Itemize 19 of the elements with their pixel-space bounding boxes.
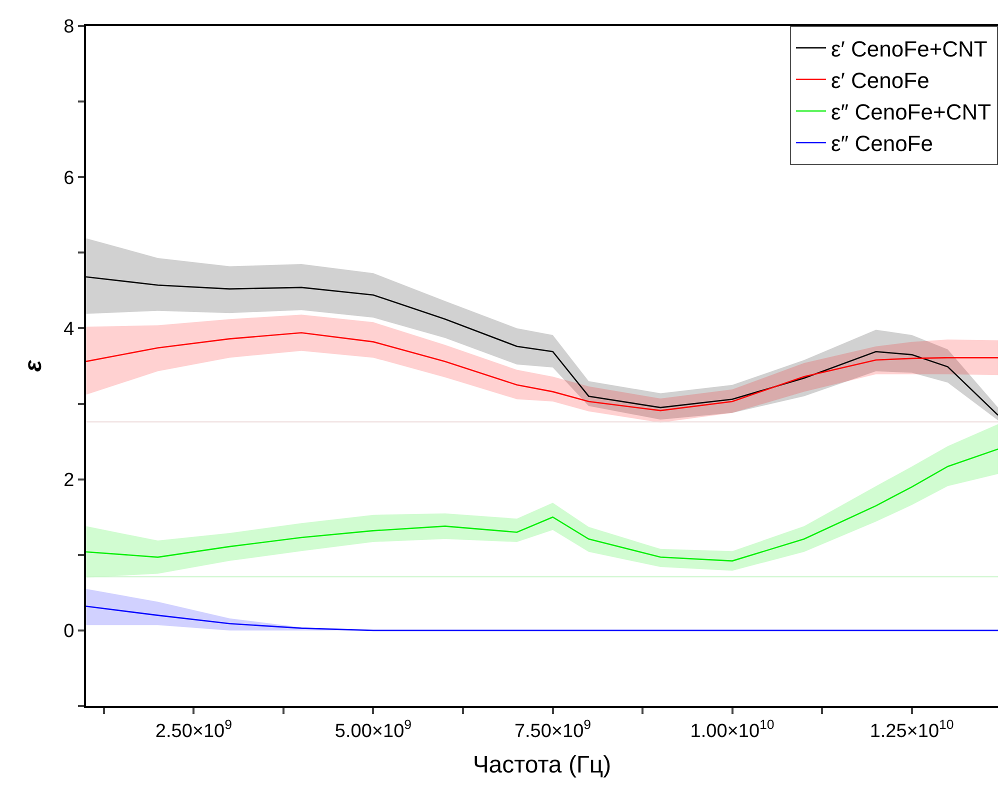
line-series — [86, 606, 998, 632]
y-tick-label: 0 — [64, 621, 74, 642]
x-axis-title: Частота (Гц) — [472, 752, 612, 779]
x-tick-label: 1.25×10$^{10}$ — [870, 716, 954, 742]
line-series — [86, 332, 998, 412]
legend-label: ε′ CenoFe — [831, 68, 930, 93]
x-tick-label: 1.00×10$^{10}$ — [690, 716, 774, 742]
legend-label: ε″ CenoFe+CNT — [831, 100, 992, 125]
x-tick-label: 7.50×10$^{9}$ — [514, 716, 592, 742]
legend-label: ε′ CenoFe+CNT — [831, 36, 988, 62]
x-tick-label: 2.50×10$^{9}$ — [155, 716, 232, 742]
y-tick-label: 4 — [64, 318, 75, 340]
x-tick-label: 5.00×10$^{9}$ — [334, 716, 412, 742]
y-tick-label: 8 — [64, 16, 74, 38]
y-axis-title: ε — [20, 360, 48, 372]
y-tick-label: 2 — [64, 470, 74, 491]
line-series — [86, 448, 998, 562]
legend-label: ε″ CenoFe — [831, 131, 933, 156]
y-tick-label: 6 — [64, 168, 74, 189]
